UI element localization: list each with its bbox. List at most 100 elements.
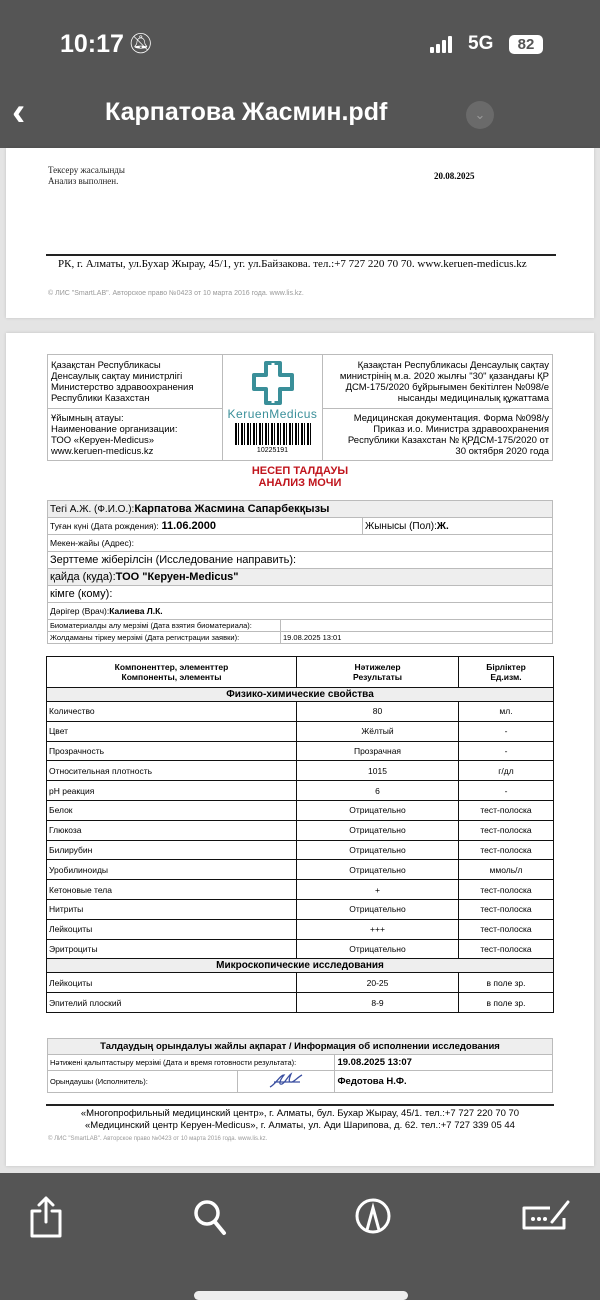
section-header: Физико-химические свойства xyxy=(46,687,554,702)
unit-cell: тест-полоска xyxy=(458,938,554,960)
unit-cell: - xyxy=(458,740,554,762)
component-cell: Глюкоза xyxy=(46,819,297,841)
component-cell: Белок xyxy=(46,799,297,821)
result-cell: + xyxy=(296,879,459,900)
table-row: Кетоновые тела + тест-полоска xyxy=(46,879,554,900)
table-row: Лейкоциты +++ тест-полоска xyxy=(46,918,554,940)
table-row: Относительная плотность 1015 г/дл xyxy=(46,760,554,782)
col-header-component: Компоненттер, элементтер Компоненты, элем… xyxy=(46,656,297,688)
referral-row: Зерттеме жіберілсін (Исследование направ… xyxy=(47,551,553,569)
table-row: Количество 80 мл. xyxy=(46,701,554,722)
result-cell: 20-25 xyxy=(296,972,459,994)
component-cell: Эритроциты xyxy=(46,938,297,960)
executor-label: Орындаушы (Исполнитель): xyxy=(47,1070,238,1093)
result-cell: Прозрачная xyxy=(296,740,459,762)
bio-value xyxy=(280,619,553,632)
table-row: Уробилиноиды Отрицательно ммоль/л xyxy=(46,859,554,881)
analysis-done-note: Тексеру жасалынды Анализ выполнен. xyxy=(48,165,125,187)
result-cell: +++ xyxy=(296,918,459,940)
org-block: Ұйымның атауы: Наименование организации: Т… xyxy=(47,408,223,461)
clinic-address: РК, г. Алматы, ул.Бухар Жырау, 45/1, уг.… xyxy=(58,258,527,270)
unit-cell: тест-полоска xyxy=(458,799,554,821)
unit-cell: тест-полоска xyxy=(458,819,554,841)
sex-cell: Жынысы (Пол):Ж. xyxy=(362,517,553,535)
component-cell: Количество xyxy=(46,701,297,722)
ready-label: Нәтижені қалыптастыру мерзімі (Дата и вр… xyxy=(46,1054,336,1071)
result-cell: 6 xyxy=(296,780,459,801)
component-cell: pH реакция xyxy=(46,780,297,801)
document-title[interactable]: Карпатова Жасмин.pdf xyxy=(105,98,388,126)
unit-cell: - xyxy=(458,720,554,742)
unit-cell: тест-полоска xyxy=(458,898,554,920)
component-cell: Лейкоциты xyxy=(46,918,297,940)
signal-icon xyxy=(430,36,452,53)
result-cell: Жёлтый xyxy=(296,720,459,742)
section-title: Физико-химические свойства xyxy=(46,687,554,702)
search-icon[interactable] xyxy=(192,1198,228,1238)
note-kz: Тексеру жасалынды xyxy=(48,165,125,175)
unit-cell: в поле зр. xyxy=(458,972,554,994)
result-cell: 8-9 xyxy=(296,992,459,1013)
section-title: Микроскопические исследования xyxy=(46,958,554,974)
barcode xyxy=(234,422,311,445)
reg-label: Жолдаманы тіркеу мерзімі (Дата регистрац… xyxy=(47,631,281,644)
order-ru-block: Медицинская документация. Форма №098/у Пр… xyxy=(322,408,553,461)
home-indicator[interactable] xyxy=(194,1291,408,1300)
result-cell: Отрицательно xyxy=(296,938,459,960)
result-cell: Отрицательно xyxy=(296,799,459,821)
report-title: НЕСЕП ТАЛДАУЫ АНАЛИЗ МОЧИ xyxy=(6,465,594,489)
unit-cell: в поле зр. xyxy=(458,992,554,1013)
chevron-left-icon[interactable]: ‹ xyxy=(12,90,26,134)
network-type: 5G xyxy=(468,33,494,54)
analysis-date: 20.08.2025 xyxy=(434,171,475,181)
divider xyxy=(46,254,556,256)
result-cell: Отрицательно xyxy=(296,898,459,920)
markup-icon[interactable] xyxy=(354,1197,392,1235)
divider xyxy=(46,1104,554,1106)
unit-cell: г/дл xyxy=(458,760,554,782)
pdf-page-2: Қазақстан Республикасы Денсаулық сақтау м… xyxy=(6,333,594,1166)
status-bar xyxy=(0,0,600,85)
logo-text: KeruenMedicus xyxy=(227,406,318,421)
result-cell: 1015 xyxy=(296,760,459,782)
component-cell: Цвет xyxy=(46,720,297,742)
patient-name-row: Тегі А.Ж. (Ф.И.О.):Карпатова Жасмина Сап… xyxy=(47,500,553,518)
results-table: Компоненттер, элементтер Компоненты, элем… xyxy=(46,656,554,1013)
chevron-down-icon[interactable]: ⌄ xyxy=(466,101,494,129)
fill-and-sign-icon[interactable] xyxy=(520,1198,572,1232)
where-row: қайда (куда):ТОО "Керуен-Medicus" xyxy=(47,568,553,586)
unit-cell: - xyxy=(458,780,554,801)
table-row: Нитриты Отрицательно тест-полоска xyxy=(46,898,554,920)
barcode-number: 10225191 xyxy=(256,446,289,454)
component-cell: Относительная плотность xyxy=(46,760,297,782)
component-cell: Нитриты xyxy=(46,898,297,920)
component-cell: Эпителий плоский xyxy=(46,992,297,1013)
component-cell: Прозрачность xyxy=(46,740,297,762)
component-cell: Уробилиноиды xyxy=(46,859,297,881)
doctor-row: Дәрігер (Врач):Калиева Л.К. xyxy=(47,602,553,620)
result-cell: Отрицательно xyxy=(296,839,459,861)
footer-line-2: «Медицинский центр Керуен-Medicus», г. А… xyxy=(85,1120,515,1131)
table-row: Эпителий плоский 8-9 в поле зр. xyxy=(46,992,554,1013)
table-row: Лейкоциты 20-25 в поле зр. xyxy=(46,972,554,994)
unit-cell: ммоль/л xyxy=(458,859,554,881)
title-ru: АНАЛИЗ МОЧИ xyxy=(258,477,342,489)
unit-cell: тест-полоска xyxy=(458,839,554,861)
bell-slash-icon: 🔕︎ xyxy=(128,33,154,55)
ready-value: 19.08.2025 13:07 xyxy=(334,1054,553,1071)
component-cell: Кетоновые тела xyxy=(46,879,297,900)
table-row: pH реакция 6- xyxy=(46,780,554,801)
unit-cell: тест-полоска xyxy=(458,918,554,940)
col-header-unit: Бірліктер Ед.изм. xyxy=(458,656,554,688)
execution-table: Талдаудың орындалуы жайлы ақпарат / Инфо… xyxy=(46,1038,553,1093)
table-row: Глюкоза Отрицательно тест-полоска xyxy=(46,819,554,841)
table-row: Билирубин Отрицательно тест-полоска xyxy=(46,839,554,861)
header-info-table: Қазақстан Республикасы Денсаулық сақтау м… xyxy=(47,354,553,461)
share-icon[interactable] xyxy=(28,1195,64,1239)
signature xyxy=(236,1070,336,1093)
bottom-toolbar xyxy=(0,1173,600,1300)
nav-bar xyxy=(0,85,600,148)
cross-logo-icon xyxy=(251,360,294,405)
status-time: 10:17 xyxy=(60,30,124,58)
logo-block: KeruenMedicus 10225191 xyxy=(222,354,323,461)
